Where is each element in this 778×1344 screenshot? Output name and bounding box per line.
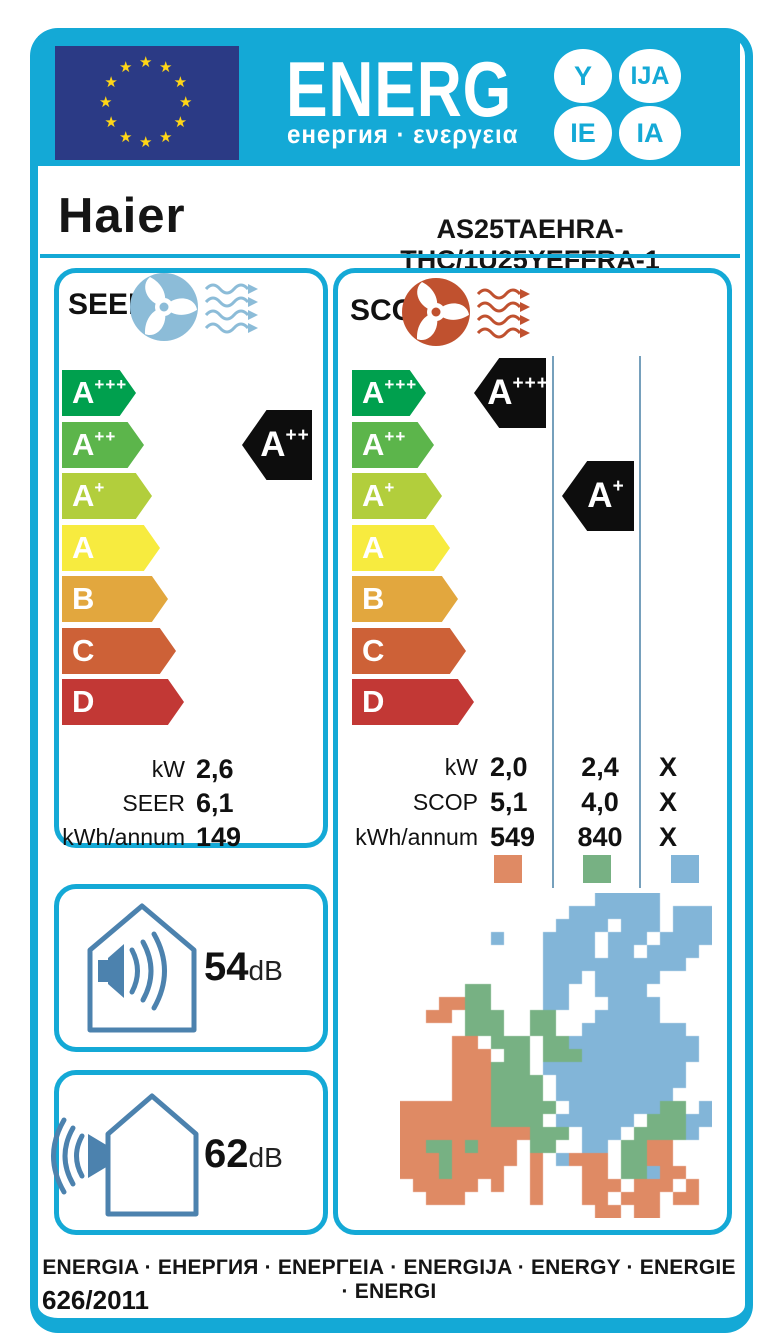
scop-scop-label: SCOP: [412, 789, 478, 815]
rating-bar-c: C: [62, 628, 176, 674]
legend-swatch-warmer: [494, 855, 522, 883]
indoor-noise-value: 54dB: [204, 945, 283, 989]
eu-star-icon: ★: [159, 128, 173, 146]
scop-scop-warmer: 5,1: [490, 787, 528, 817]
indoor-noise-unit: dB: [248, 955, 283, 986]
eu-star-icon: ★: [179, 94, 193, 111]
eu-star-icon: ★: [99, 94, 113, 111]
scop-kwh-average: 840: [577, 822, 623, 852]
rating-bar-d: D: [352, 679, 474, 725]
eu-star-icon: ★: [139, 134, 153, 151]
energ-logo-text: ENERG: [286, 45, 512, 133]
seer-kw-value: 2,6: [196, 754, 234, 784]
eu-star-icon: ★: [173, 74, 188, 91]
scop-kw-colder: X: [658, 752, 677, 782]
legend-swatch-average: [583, 855, 611, 883]
label-frame: [30, 28, 753, 1333]
indoor-noise-icon: [87, 903, 197, 1033]
rating-bar-a3: A +++: [62, 370, 136, 416]
airflow-waves-icon-heating: [476, 288, 530, 339]
rating-bar-a: A: [352, 525, 450, 571]
rating-bar-a: A: [62, 525, 160, 571]
outdoor-noise-icon: [51, 1093, 199, 1217]
logo-suffix-y: Y: [554, 49, 612, 103]
rating-bar-a2: A ++: [352, 422, 434, 468]
logo-suffix-ie: IE: [554, 106, 612, 160]
outdoor-noise-value: 62dB: [204, 1132, 283, 1176]
airflow-waves-icon-cooling: [204, 283, 258, 334]
seer-seer-label: SEER: [122, 790, 185, 816]
outdoor-noise-unit: dB: [248, 1142, 283, 1173]
fan-icon-cooling: [130, 273, 198, 341]
scop-kw-warmer: 2,0: [490, 752, 528, 782]
logo-suffix-ia: IA: [619, 106, 681, 160]
brand-logo: Haier: [58, 189, 186, 243]
rating-bar-a1: A +: [62, 473, 152, 519]
fan-icon-heating: [402, 278, 470, 346]
rating-bar-b: B: [352, 576, 458, 622]
eu-star-icon: ★: [173, 114, 188, 131]
scop-kw-average: 2,4: [581, 752, 619, 782]
eu-star-icon: ★: [139, 54, 153, 71]
eu-star-icon: ★: [104, 74, 118, 91]
eu-flag: ★ ★ ★ ★ ★ ★ ★ ★ ★ ★ ★ ★: [55, 46, 239, 160]
scop-kwh-warmer: 549: [490, 822, 536, 852]
logo-suffix-ija: IJA: [619, 49, 681, 103]
rating-bar-c: C: [352, 628, 466, 674]
zone-divider-2: [639, 356, 641, 888]
seer-kwh-value: 149: [196, 822, 242, 852]
scop-scop-colder: X: [658, 787, 677, 817]
climate-zone-map: [400, 893, 712, 1218]
zone-divider-1: [552, 356, 554, 888]
seer-kw-label: kW: [151, 756, 185, 782]
rating-bar-a1: A +: [352, 473, 442, 519]
regulation-number: 626/2011: [42, 1285, 150, 1315]
model-number: AS25TAEHRA-THC/1U25YEFFRA-1: [400, 214, 660, 275]
eu-star-icon: ★: [119, 128, 133, 146]
energy-word-languages: ENERGIA · ЕНЕРГИЯ · ΕΝΕΡΓΕΙΑ · ENERGIJA …: [42, 1256, 736, 1303]
scop-kw-label: kW: [444, 754, 478, 780]
rating-bar-a3: A +++: [352, 370, 426, 416]
rating-bar-a2: A ++: [62, 422, 144, 468]
energ-logo-subtitle: енергия · ενεργεια: [287, 119, 519, 149]
scop-kwh-colder: X: [658, 822, 677, 852]
seer-kwh-label: kWh/annum: [62, 824, 185, 850]
seer-seer-value: 6,1: [196, 788, 234, 818]
header-divider: [40, 254, 740, 258]
rating-bar-d: D: [62, 679, 184, 725]
legend-swatch-colder: [671, 855, 699, 883]
eu-star-icon: ★: [159, 59, 173, 77]
scop-scop-average: 4,0: [581, 787, 619, 817]
eu-star-icon: ★: [104, 114, 118, 131]
rating-bar-b: B: [62, 576, 168, 622]
eu-star-icon: ★: [119, 59, 133, 77]
scop-kwh-label: kWh/annum: [355, 824, 478, 850]
